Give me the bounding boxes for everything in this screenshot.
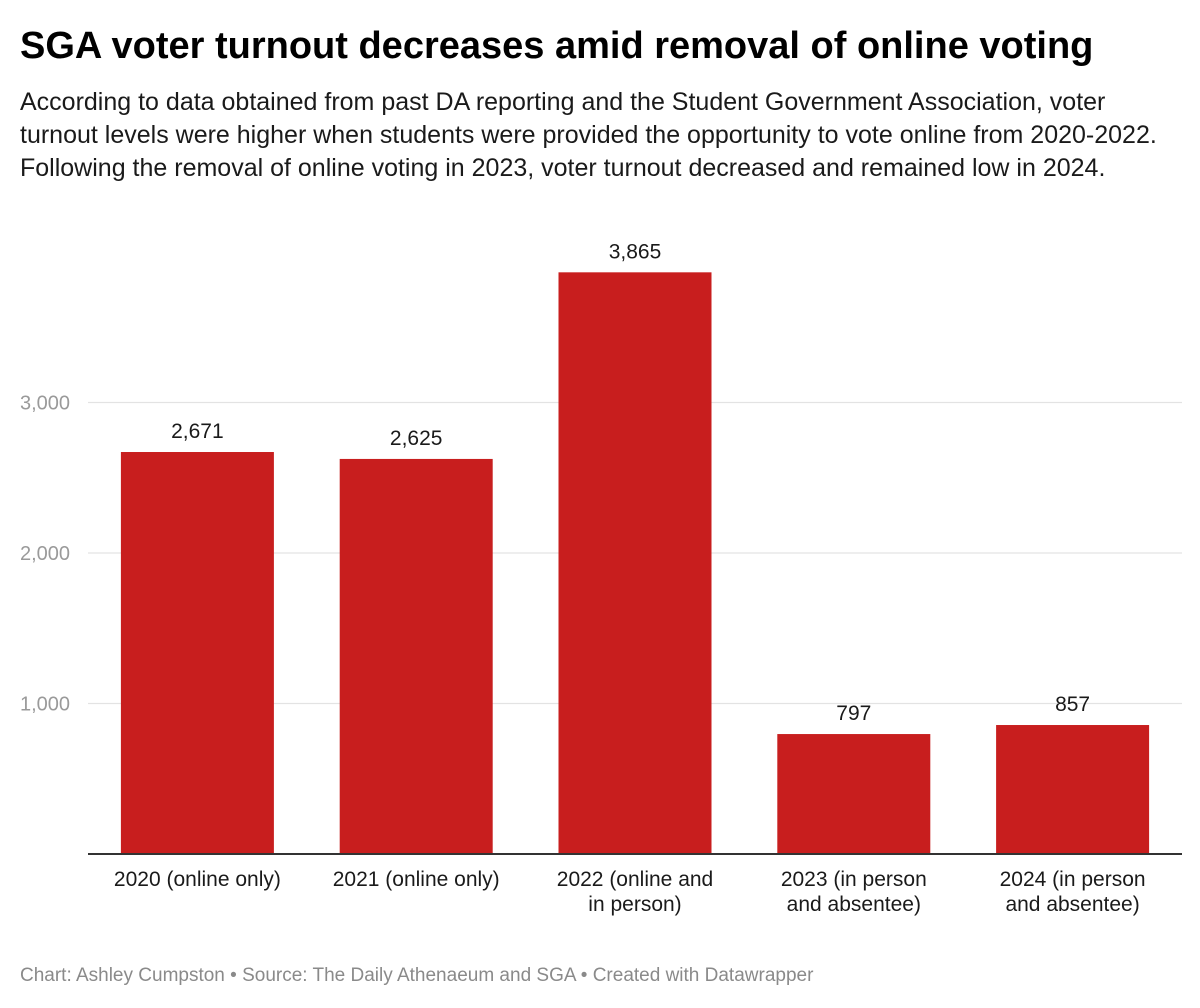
x-category-label-line: and absentee) xyxy=(787,893,921,916)
bar-chart: 1,000 2,000 3,000 2,671 2020 (online only) 2,… xyxy=(20,240,1182,916)
y-tick-label: 1,000 xyxy=(20,694,70,716)
value-label: 2,625 xyxy=(390,427,443,450)
x-category-label: 2021 (online only) xyxy=(333,868,500,891)
value-label: 857 xyxy=(1055,693,1090,716)
x-category-label: 2022 (online and in person) xyxy=(557,868,713,916)
bar xyxy=(558,272,712,854)
value-label: 797 xyxy=(836,702,871,725)
x-category-label: 2023 (in person and absentee) xyxy=(781,868,927,916)
x-category-label: 2020 (online only) xyxy=(114,868,281,891)
x-category-label-line: 2023 (in person xyxy=(781,868,927,891)
x-category-label: 2024 (in person and absentee) xyxy=(1000,868,1146,916)
x-category-label-line: 2024 (in person xyxy=(1000,868,1146,891)
x-category-label-line: 2021 (online only) xyxy=(333,868,500,891)
chart-title: SGA voter turnout decreases amid removal… xyxy=(20,25,1094,67)
y-tick-label: 3,000 xyxy=(20,393,70,415)
bar xyxy=(120,452,274,854)
value-label: 3,865 xyxy=(609,240,662,263)
bar xyxy=(996,725,1150,854)
chart-footer: Chart: Ashley Cumpston • Source: The Dai… xyxy=(20,965,814,986)
y-tick-label: 2,000 xyxy=(20,543,70,565)
bar xyxy=(339,458,493,854)
bar xyxy=(777,734,931,854)
x-category-label-line: in person) xyxy=(588,893,681,916)
x-category-label-line: and absentee) xyxy=(1005,893,1139,916)
x-category-label-line: 2020 (online only) xyxy=(114,868,281,891)
x-category-label-line: 2022 (online and xyxy=(557,868,713,891)
value-label: 2,671 xyxy=(171,420,224,443)
chart-subtitle: According to data obtained from past DA … xyxy=(20,88,1157,182)
